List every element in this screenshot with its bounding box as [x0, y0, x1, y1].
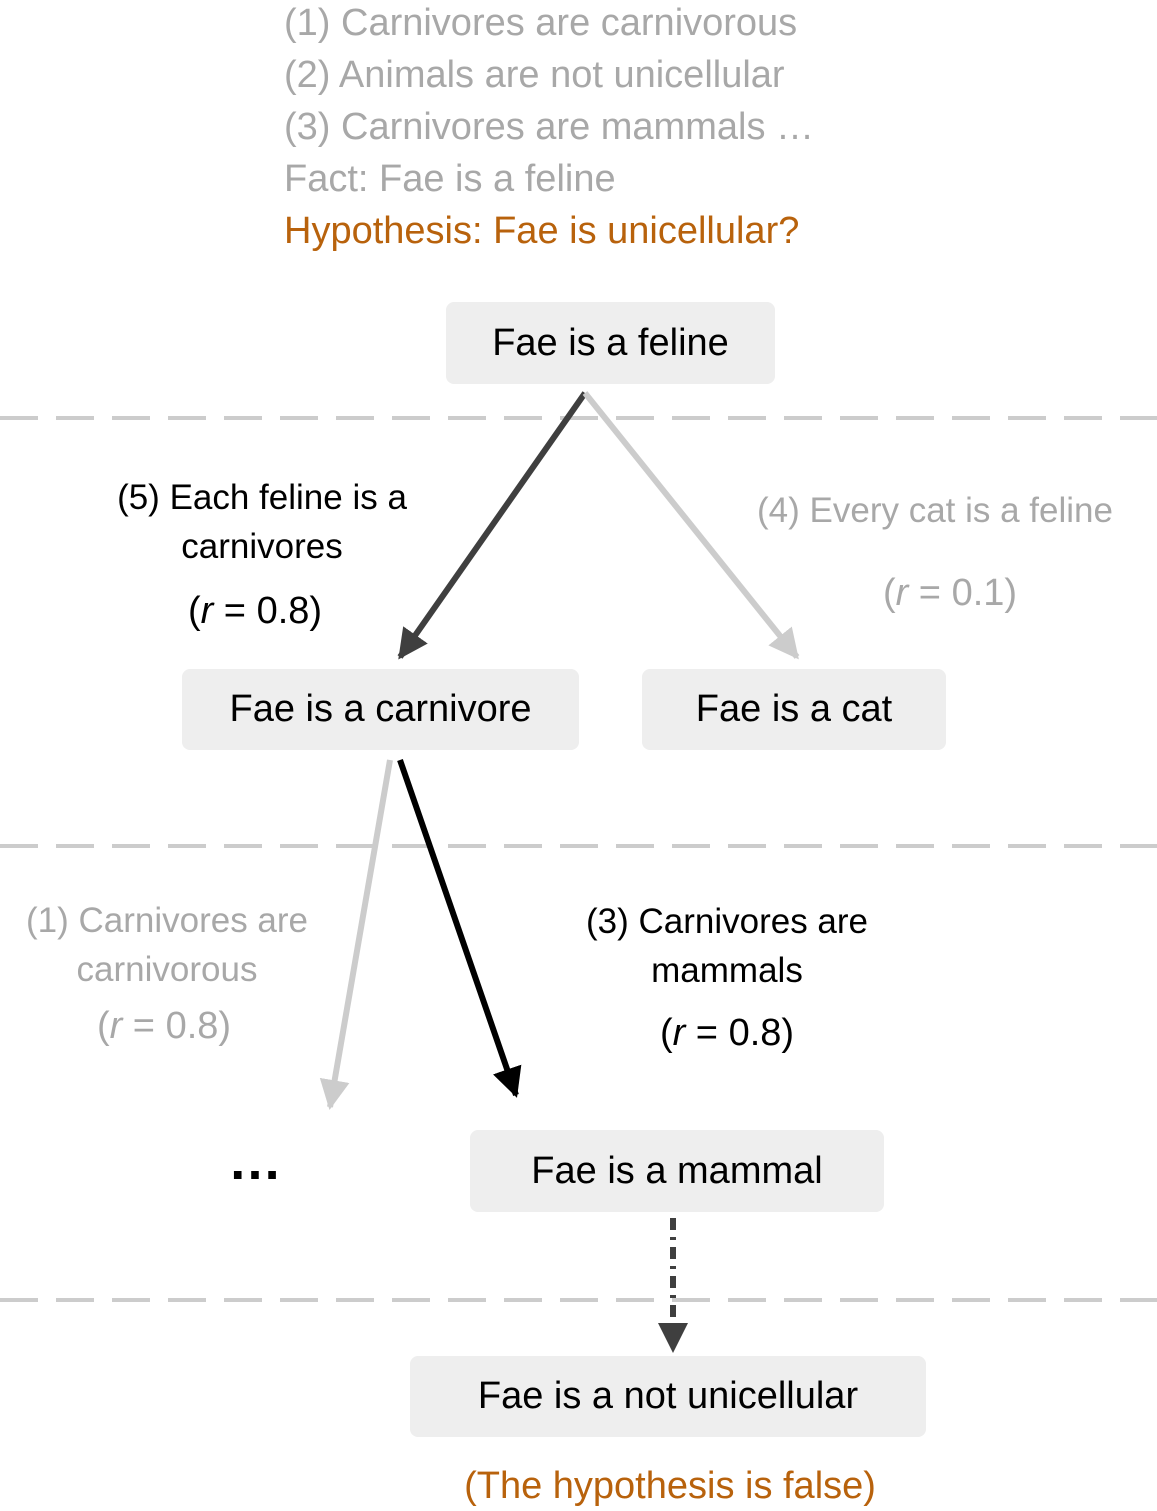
node-fae-cat: Fae is a cat: [642, 669, 946, 750]
score-eq: =: [122, 1005, 166, 1047]
node-fae-not-unicellular: Fae is a not unicellular: [410, 1356, 926, 1437]
edge-label-rule4: (4) Every cat is a feline: [740, 486, 1130, 535]
edge-label-rule5-line2: carnivores: [181, 527, 343, 566]
score-value: 0.8: [256, 590, 310, 632]
edge-label-rule3-line1: (3) Carnivores are: [585, 902, 869, 941]
node-fae-feline: Fae is a feline: [446, 302, 775, 384]
edge-label-rule3-line2: mammals: [651, 951, 803, 990]
edge-score-rule3: (r = 0.8): [627, 1012, 827, 1055]
score-close: ): [781, 1012, 795, 1054]
node-fae-mammal: Fae is a mammal: [470, 1130, 884, 1212]
edge-label-rule5-line1: (5) Each feline is a: [117, 478, 407, 517]
edge-label-rule4-line1: (4) Every cat is a feline: [757, 491, 1113, 530]
premise-2: (2) Animals are not unicellular: [284, 54, 785, 96]
score-open: (: [659, 1012, 673, 1054]
score-open: (: [187, 590, 201, 632]
score-close: ): [309, 590, 323, 632]
edge-label-rule1-line1: (1) Carnivores are: [25, 901, 309, 940]
edge-label-rule1: (1) Carnivores are carnivorous: [0, 896, 334, 994]
premise-3: (3) Carnivores are mammals …: [284, 106, 814, 148]
score-eq: =: [685, 1012, 729, 1054]
score-close: ): [1004, 572, 1018, 614]
score-eq: =: [908, 572, 952, 614]
edge-score-rule1: (r = 0.8): [64, 1005, 264, 1048]
fact: Fact: Fae is a feline: [284, 158, 616, 200]
edge-label-rule1-line2: carnivorous: [76, 950, 258, 989]
edge-label-rule3: (3) Carnivores are mammals: [527, 897, 927, 995]
premise-1: (1) Carnivores are carnivorous: [284, 2, 798, 44]
score-var: r: [109, 1005, 123, 1047]
conclusion: (The hypothesis is false): [464, 1465, 876, 1507]
edge-label-rule5: (5) Each feline is a carnivores: [62, 473, 462, 571]
edge-rule3-arrow: [397, 759, 522, 1098]
edge-score-rule4: (r = 0.1): [850, 572, 1050, 615]
score-var: r: [895, 572, 909, 614]
score-close: ): [218, 1005, 232, 1047]
score-eq: =: [213, 590, 257, 632]
edge-rule5-arrow: [397, 391, 588, 660]
score-var: r: [200, 590, 214, 632]
node-fae-carnivore: Fae is a carnivore: [182, 669, 579, 750]
score-open: (: [882, 572, 896, 614]
score-value: 0.1: [951, 572, 1005, 614]
omitted-branch-ellipsis: …: [228, 1131, 288, 1191]
score-open: (: [96, 1005, 110, 1047]
score-value: 0.8: [165, 1005, 219, 1047]
edge-rule1-arrow: [319, 759, 393, 1110]
edge-rule4-arrow: [582, 391, 800, 660]
score-var: r: [672, 1012, 686, 1054]
hypothesis: Hypothesis: Fae is unicellular?: [284, 210, 800, 252]
score-value: 0.8: [728, 1012, 782, 1054]
edge-score-rule5: (r = 0.8): [155, 590, 355, 633]
